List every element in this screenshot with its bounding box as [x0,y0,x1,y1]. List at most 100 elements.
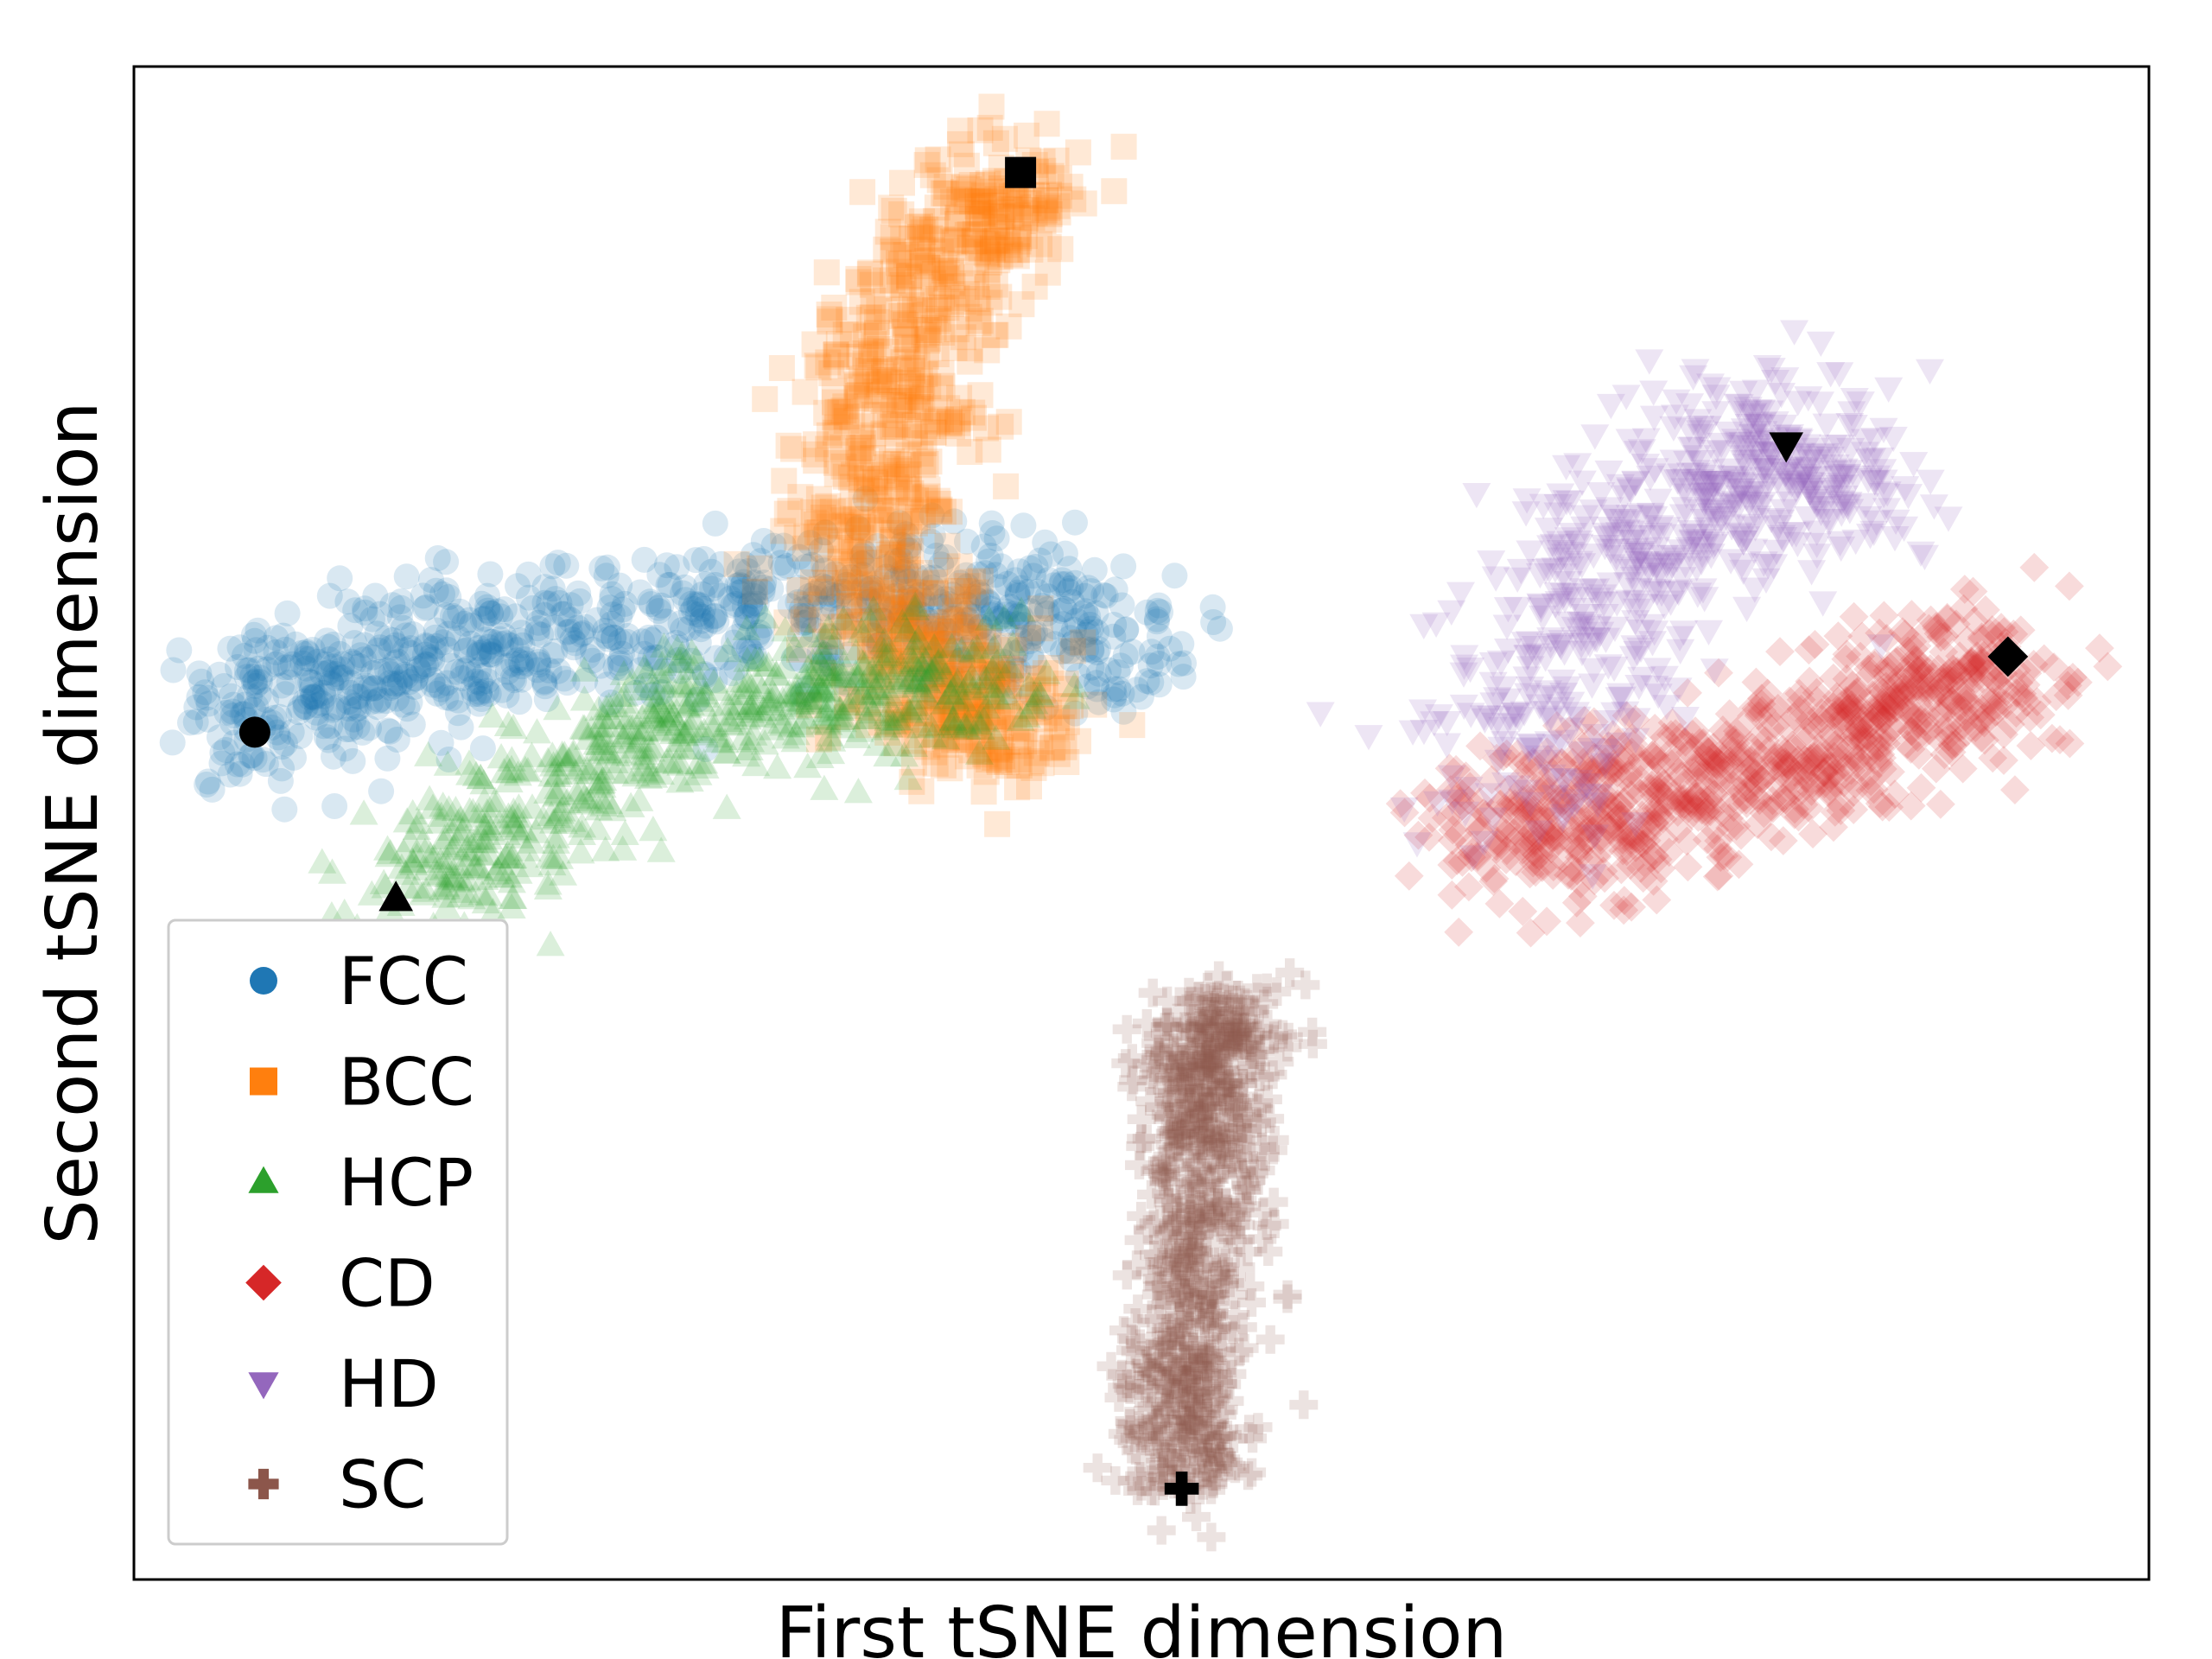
data-point [332,735,359,762]
data-point [561,634,587,661]
data-point [833,571,860,598]
data-point [265,650,292,677]
data-point [810,573,836,600]
data-point [195,690,222,717]
data-point [373,625,400,652]
data-point [375,717,402,744]
data-point [826,582,852,609]
data-point [347,642,374,669]
data-point [316,582,343,609]
data-point [664,554,690,581]
data-point [514,650,541,677]
data-point [1062,700,1089,727]
data-point [1146,592,1173,619]
data-point [1049,639,1076,664]
data-point [1020,650,1047,677]
data-point [334,716,360,743]
data-point [242,672,269,699]
data-point [806,639,833,665]
data-point [299,683,326,710]
data-point [811,641,838,668]
data-point [1138,669,1165,696]
data-point [545,658,572,684]
data-point [1033,694,1059,721]
data-point [932,543,959,570]
data-point [1083,600,1109,626]
data-point [827,535,854,561]
data-point [511,646,537,672]
data-point [934,618,961,645]
data-point [984,810,1011,837]
data-point [339,648,365,675]
data-point [346,695,372,721]
data-point [889,558,916,585]
data-point [528,621,555,648]
data-point [906,614,933,641]
data-point [206,661,232,688]
data-point [607,628,633,655]
data-point [303,692,330,719]
y-axis-label: Second tSNE dimension [32,401,114,1244]
data-point [160,657,187,683]
data-point [746,619,772,645]
data-point [194,772,220,798]
data-point [888,633,915,660]
data-point [992,658,1018,685]
data-point [1110,698,1137,725]
data-point [1077,611,1103,638]
data-point [685,591,712,618]
data-point [741,592,767,619]
data-point [293,655,320,682]
data-point [289,650,316,677]
data-point [276,669,302,696]
legend-label: HCP [339,1144,474,1221]
data-point [936,591,963,618]
data-point [1144,644,1171,670]
data-point [859,575,886,601]
data-point [821,378,848,404]
data-point [241,627,268,654]
data-point [888,602,915,629]
data-point [1128,683,1154,710]
data-point [1060,629,1087,656]
data-point [867,631,893,658]
data-point [860,622,887,649]
data-point [895,601,922,628]
data-point [278,719,305,746]
data-point [393,563,420,590]
data-point [792,553,819,580]
data-point [557,607,584,633]
data-point [1170,664,1197,690]
data-point [869,607,896,633]
legend-label: SC [339,1446,426,1523]
data-point [1001,601,1028,627]
data-point [211,673,238,699]
data-point [445,700,471,727]
data-point [470,639,497,665]
data-point [738,639,765,665]
data-point [310,683,337,709]
data-point [970,533,997,560]
data-point [918,502,945,529]
data-point [835,613,861,640]
data-point [893,384,920,410]
data-point [480,628,506,655]
data-point [724,572,751,599]
data-point [627,657,654,683]
data-point [1112,642,1139,669]
data-point [749,612,776,639]
data-point [454,655,481,682]
data-point [423,632,449,659]
data-point [466,681,493,708]
data-point [980,600,1007,626]
data-point [1035,567,1062,594]
data-point [588,652,614,679]
data-point [811,595,838,621]
data-point [653,552,680,579]
data-point [544,550,571,576]
data-point [785,543,812,570]
data-point [959,188,985,215]
data-point [637,588,664,615]
data-point [166,637,193,664]
